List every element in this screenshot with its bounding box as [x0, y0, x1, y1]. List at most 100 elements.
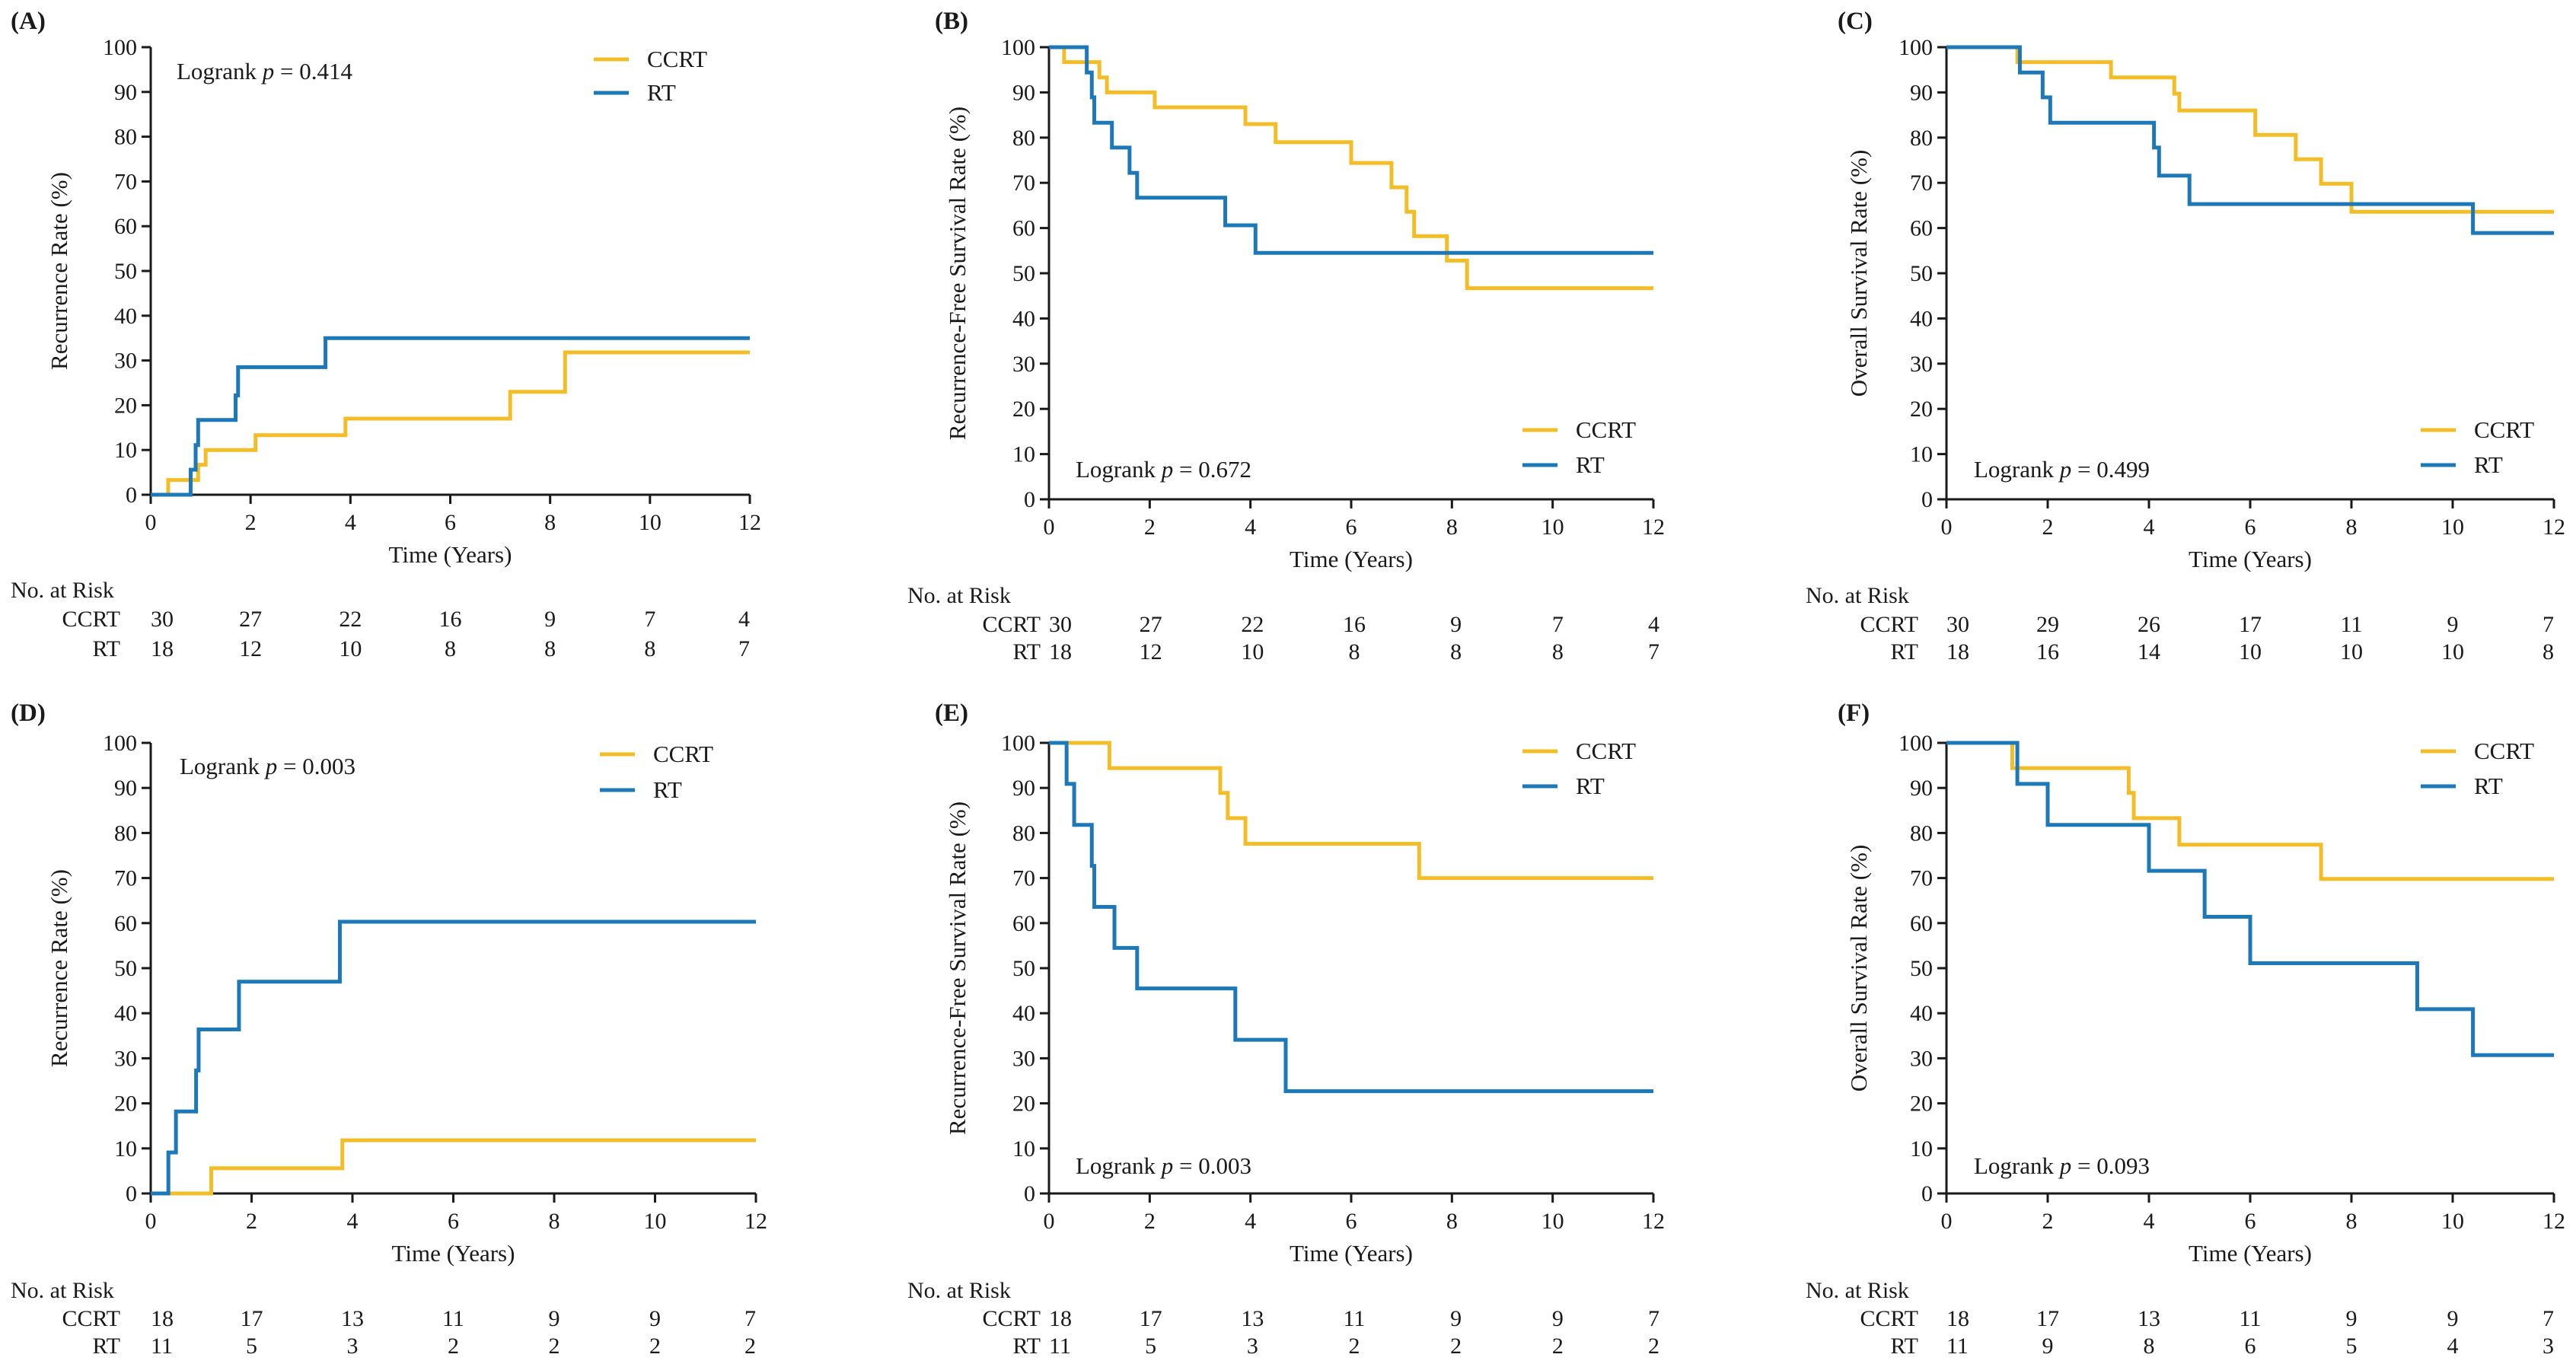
risk-value: 8: [1450, 639, 1462, 664]
y-tick-label: 80: [1910, 126, 1933, 151]
risk-value: 7: [1552, 612, 1564, 637]
y-tick-label: 70: [1012, 866, 1035, 891]
y-tick-label: 20: [1012, 1091, 1035, 1117]
risk-value: 3: [347, 1334, 359, 1359]
panel-label: (D): [11, 699, 46, 727]
x-tick-label: 12: [2543, 1209, 2565, 1234]
x-tick-label: 6: [1346, 1209, 1357, 1234]
risk-value: 9: [649, 1306, 661, 1331]
risk-value: 4: [738, 607, 750, 632]
km-panel-e: (E) 0 10 20 30 40 50 60 70 80 90 100 0 2 4 6 8 10 12 Time (…: [907, 699, 1665, 1359]
risk-value: 5: [1145, 1334, 1156, 1359]
risk-value: 13: [1241, 1306, 1264, 1331]
risk-value: 8: [1552, 639, 1564, 664]
y-tick-label: 20: [114, 393, 137, 418]
risk-value: 9: [2346, 1306, 2358, 1331]
risk-value: 9: [1450, 612, 1462, 637]
y-tick-label: 30: [114, 349, 137, 374]
km-panel-d: (D) 0 10 20 30 40 50 60 70 80 90 100 0 2 4 6 8 10 12 Time (…: [11, 699, 767, 1359]
y-tick-label: 100: [103, 731, 137, 756]
risk-value: 27: [1140, 612, 1162, 637]
risk-value: 8: [544, 636, 556, 661]
y-tick-label: 40: [114, 304, 137, 329]
risk-value: 2: [448, 1334, 459, 1359]
risk-value: 10: [339, 636, 362, 661]
x-tick-label: 6: [448, 1209, 459, 1234]
risk-table-header: No. at Risk: [1806, 1278, 1909, 1303]
y-tick-label: 70: [1012, 170, 1035, 196]
x-tick-label: 0: [1044, 1209, 1055, 1234]
risk-value: 9: [549, 1306, 560, 1331]
risk-value: 11: [1049, 1334, 1071, 1359]
km-panel-c: (C) 0 10 20 30 40 50 60 70 80 90 100 0 2 4 6 8 10 12 Time (…: [1806, 8, 2565, 664]
x-tick-label: 12: [738, 510, 761, 535]
y-tick-label: 90: [114, 80, 137, 105]
y-tick-label: 30: [1910, 352, 1933, 377]
x-axis-title: Time (Years): [2189, 1240, 2312, 1267]
legend-label-rt: RT: [653, 776, 682, 803]
x-tick-label: 0: [145, 1209, 157, 1234]
x-tick-label: 12: [1642, 515, 1665, 540]
risk-value: 16: [2036, 639, 2059, 664]
x-tick-label: 12: [744, 1209, 767, 1234]
panel-label: (F): [1838, 699, 1870, 727]
y-axis-title: Recurrence-Free Survival Rate (%): [944, 801, 971, 1135]
y-tick-label: 20: [114, 1091, 137, 1117]
y-tick-label: 80: [114, 821, 137, 846]
panel-label: (C): [1838, 8, 1873, 35]
risk-value: 30: [151, 607, 174, 632]
x-tick-label: 10: [644, 1209, 667, 1234]
y-tick-label: 20: [1910, 397, 1933, 422]
y-tick-label: 60: [114, 214, 137, 239]
risk-value: 2: [1450, 1334, 1462, 1359]
legend-label-rt: RT: [647, 79, 676, 106]
x-axis-title: Time (Years): [389, 541, 512, 568]
logrank-annotation: Logrank p = 0.672: [1076, 456, 1251, 483]
risk-value: 18: [1049, 1306, 1072, 1331]
x-tick-label: 8: [1446, 515, 1458, 540]
x-tick-label: 4: [1245, 1209, 1256, 1234]
y-tick-label: 50: [1012, 956, 1035, 981]
y-axis-title: Recurrence-Free Survival Rate (%): [944, 107, 971, 440]
risk-table-header: No. at Risk: [907, 583, 1011, 608]
logrank-annotation: Logrank p = 0.003: [1076, 1152, 1251, 1179]
y-tick-label: 0: [1921, 487, 1933, 512]
risk-value: 17: [2036, 1306, 2059, 1331]
x-tick-label: 4: [1245, 515, 1256, 540]
x-tick-label: 8: [2346, 1209, 2358, 1234]
y-tick-label: 40: [1910, 306, 1933, 331]
x-tick-label: 6: [2245, 515, 2256, 540]
y-tick-label: 10: [1012, 1136, 1035, 1161]
risk-value: 11: [442, 1306, 464, 1331]
risk-value: 2: [549, 1334, 560, 1359]
x-tick-label: 0: [1941, 1209, 1953, 1234]
series-line-ccrt: [1049, 741, 1653, 881]
risk-table-header: No. at Risk: [907, 1278, 1011, 1303]
x-tick-label: 12: [1642, 1209, 1665, 1234]
risk-value: 7: [744, 1306, 756, 1331]
risk-value: 12: [239, 636, 262, 661]
x-tick-label: 4: [347, 1209, 359, 1234]
x-tick-label: 10: [1541, 1209, 1564, 1234]
x-axis-title: Time (Years): [1290, 1240, 1413, 1267]
series-line-ccrt: [1946, 45, 2554, 214]
x-axis-title: Time (Years): [1290, 546, 1413, 572]
risk-value: 7: [2543, 1306, 2554, 1331]
y-tick-label: 100: [103, 35, 137, 60]
risk-value: 10: [2441, 639, 2464, 664]
series-line-ccrt: [151, 1138, 756, 1196]
risk-value: 3: [1247, 1334, 1258, 1359]
y-tick-label: 50: [1012, 261, 1035, 286]
y-tick-label: 10: [1910, 442, 1933, 467]
legend-label-rt: RT: [1576, 451, 1605, 478]
km-panel-a: (A) 0 10 20 30 40 50 60 70 80 90 100 0 2 4 6 8 10 12 Time (…: [11, 8, 761, 661]
risk-value: 7: [1648, 1306, 1659, 1331]
y-tick-label: 50: [114, 259, 137, 284]
y-tick-label: 30: [1012, 1046, 1035, 1071]
risk-value: 22: [1241, 612, 1264, 637]
logrank-annotation: Logrank p = 0.093: [1974, 1152, 2150, 1179]
risk-value: 26: [2138, 612, 2160, 637]
x-tick-label: 6: [1346, 515, 1357, 540]
panel-label: (A): [11, 8, 46, 35]
